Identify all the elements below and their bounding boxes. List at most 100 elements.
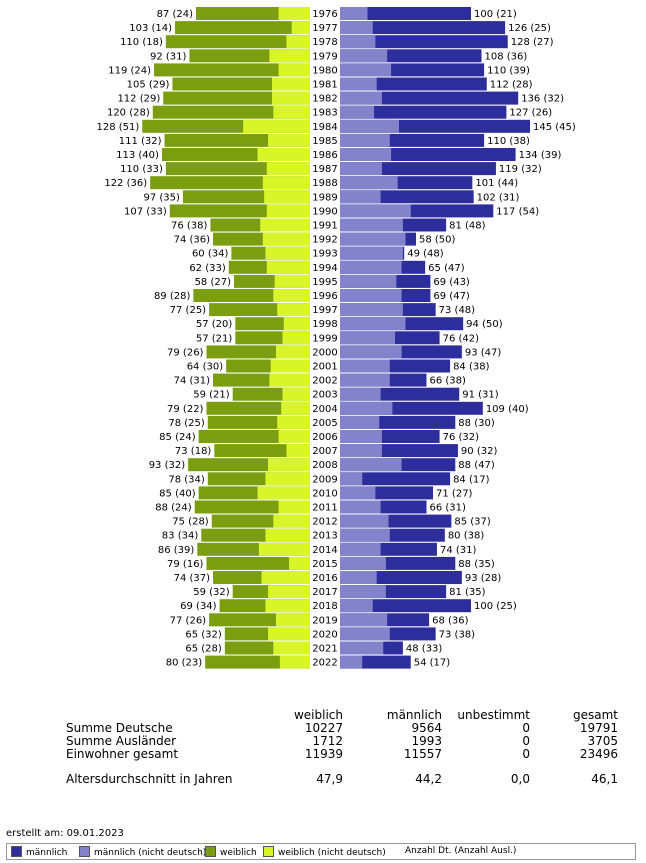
value-label-weiblich-2022: 80 (23) <box>166 658 203 669</box>
row-label-deutsche: Summe Deutsche <box>66 721 173 735</box>
bar-weiblich-nd-2012 <box>273 514 310 528</box>
bar-weiblich-nd-1995 <box>274 274 310 288</box>
year-label-2012: 2012 <box>312 517 337 528</box>
value-label-maennlich-1996: 69 (47) <box>433 291 470 302</box>
value-label-weiblich-1977: 103 (14) <box>129 23 172 34</box>
bar-maennlich-nd-1986 <box>340 148 392 161</box>
value-label-weiblich-2020: 65 (32) <box>185 629 222 640</box>
value-label-weiblich-1991: 76 (38) <box>171 221 208 232</box>
value-label-weiblich-2018: 69 (34) <box>180 601 217 612</box>
value-label-weiblich-1979: 92 (31) <box>150 51 187 62</box>
bar-maennlich-1978 <box>340 35 508 49</box>
value-label-maennlich-1994: 65 (47) <box>428 263 465 274</box>
bar-weiblich-nd-2011 <box>278 500 310 514</box>
year-label-2006: 2006 <box>312 432 337 443</box>
value-label-weiblich-1994: 62 (33) <box>189 263 226 274</box>
value-label-weiblich-1982: 112 (29) <box>117 94 160 105</box>
bar-maennlich-nd-1989 <box>340 190 381 204</box>
row-label-avg-age: Altersdurchschnitt in Jahren <box>66 772 233 786</box>
year-label-1987: 1987 <box>312 164 337 175</box>
legend-note: Anzahl Dt. (Anzahl Ausl.) <box>405 846 517 856</box>
value-label-weiblich-2001: 64 (30) <box>187 362 224 373</box>
value-label-weiblich-2014: 86 (39) <box>158 545 195 556</box>
value-label-weiblich-1996: 89 (28) <box>154 291 191 302</box>
year-label-2015: 2015 <box>312 559 337 570</box>
bar-maennlich-nd-1981 <box>340 77 377 91</box>
value-label-maennlich-1976: 100 (21) <box>474 9 517 20</box>
bar-maennlich-1982 <box>340 91 519 105</box>
bar-weiblich-nd-1983 <box>273 105 310 119</box>
bar-weiblich-nd-1997 <box>277 303 310 317</box>
year-label-1990: 1990 <box>312 206 337 217</box>
value-label-maennlich-1999: 76 (42) <box>443 333 480 344</box>
value-label-weiblich-2012: 75 (28) <box>172 517 209 528</box>
year-label-2013: 2013 <box>312 531 337 542</box>
value-label-weiblich-1987: 110 (33) <box>120 164 163 175</box>
value-label-maennlich-1978: 128 (27) <box>511 37 554 48</box>
year-label-2014: 2014 <box>312 545 337 556</box>
year-label-1988: 1988 <box>312 178 337 189</box>
value-label-maennlich-2017: 81 (35) <box>449 587 486 598</box>
year-label-1983: 1983 <box>312 108 337 119</box>
deutsche-gesamt: 19791 <box>579 721 618 735</box>
value-label-maennlich-2000: 93 (47) <box>465 347 502 358</box>
bar-maennlich-nd-1984 <box>340 119 399 133</box>
value-label-weiblich-1983: 120 (28) <box>107 108 150 119</box>
value-label-weiblich-1978: 110 (18) <box>120 37 163 48</box>
year-label-1984: 1984 <box>312 122 337 133</box>
year-label-1993: 1993 <box>312 249 337 260</box>
year-label-1994: 1994 <box>312 263 337 274</box>
value-label-maennlich-2001: 84 (38) <box>453 362 490 373</box>
bar-maennlich-nd-2012 <box>340 514 389 528</box>
bar-maennlich-nd-2002 <box>340 373 390 387</box>
summary-table: weiblich männlich unbestimmt gesamt Summ… <box>0 700 646 795</box>
value-label-weiblich-1990: 107 (33) <box>124 206 167 217</box>
year-label-1992: 1992 <box>312 235 337 246</box>
bar-weiblich-nd-2016 <box>261 571 310 584</box>
gesamt-weiblich: 11939 <box>304 747 343 761</box>
bar-weiblich-nd-2008 <box>268 458 310 472</box>
bar-maennlich-nd-1997 <box>340 303 403 317</box>
year-label-1979: 1979 <box>312 51 337 62</box>
bar-maennlich-nd-1996 <box>340 289 402 302</box>
bar-maennlich-nd-1977 <box>340 21 373 35</box>
year-label-1985: 1985 <box>312 136 337 147</box>
year-label-1996: 1996 <box>312 291 337 302</box>
gesamt-gesamt: 23496 <box>579 747 618 761</box>
bar-maennlich-nd-1985 <box>340 133 390 147</box>
value-label-weiblich-1981: 105 (29) <box>127 80 170 91</box>
year-label-1981: 1981 <box>312 80 337 91</box>
bar-weiblich-nd-2010 <box>257 486 310 500</box>
gesamt-unbestimmt: 0 <box>522 747 530 761</box>
value-label-weiblich-2005: 78 (25) <box>168 418 205 429</box>
value-label-weiblich-1999: 57 (21) <box>196 333 233 344</box>
value-label-maennlich-1989: 102 (31) <box>477 192 520 203</box>
bar-weiblich-nd-2002 <box>269 373 310 387</box>
auslaender-gesamt: 3705 <box>587 734 618 748</box>
bar-weiblich-nd-1989 <box>264 190 310 204</box>
year-label-1980: 1980 <box>312 65 337 76</box>
bar-maennlich-1977 <box>340 21 506 35</box>
value-label-weiblich-2009: 78 (34) <box>168 474 205 485</box>
bar-weiblich-nd-1986 <box>257 148 310 161</box>
value-label-maennlich-2006: 76 (32) <box>443 432 480 443</box>
legend-swatch-maennlich-nd <box>79 846 90 857</box>
value-label-weiblich-2016: 74 (37) <box>174 573 211 584</box>
bar-maennlich-nd-2006 <box>340 430 382 443</box>
bar-weiblich-nd-2015 <box>289 556 310 570</box>
value-label-maennlich-1982: 136 (32) <box>521 94 564 105</box>
year-label-2008: 2008 <box>312 460 337 471</box>
legend-label-maennlich-nd: männlich (nicht deutsch) <box>94 848 207 858</box>
bar-weiblich-2015 <box>206 556 310 570</box>
bar-maennlich-nd-2009 <box>340 472 363 486</box>
value-label-maennlich-1985: 110 (38) <box>487 136 530 147</box>
bar-maennlich-nd-2022 <box>340 655 363 669</box>
avg-weiblich: 47,9 <box>316 772 343 786</box>
legend-label-maennlich: männlich <box>26 848 68 858</box>
deutsche-weiblich: 10227 <box>304 721 343 735</box>
bar-maennlich-nd-1999 <box>340 331 396 345</box>
header-unbestimmt: unbestimmt <box>457 708 530 722</box>
value-label-maennlich-1992: 58 (50) <box>419 235 456 246</box>
year-label-2021: 2021 <box>312 644 337 655</box>
bar-weiblich-nd-1979 <box>269 49 310 63</box>
